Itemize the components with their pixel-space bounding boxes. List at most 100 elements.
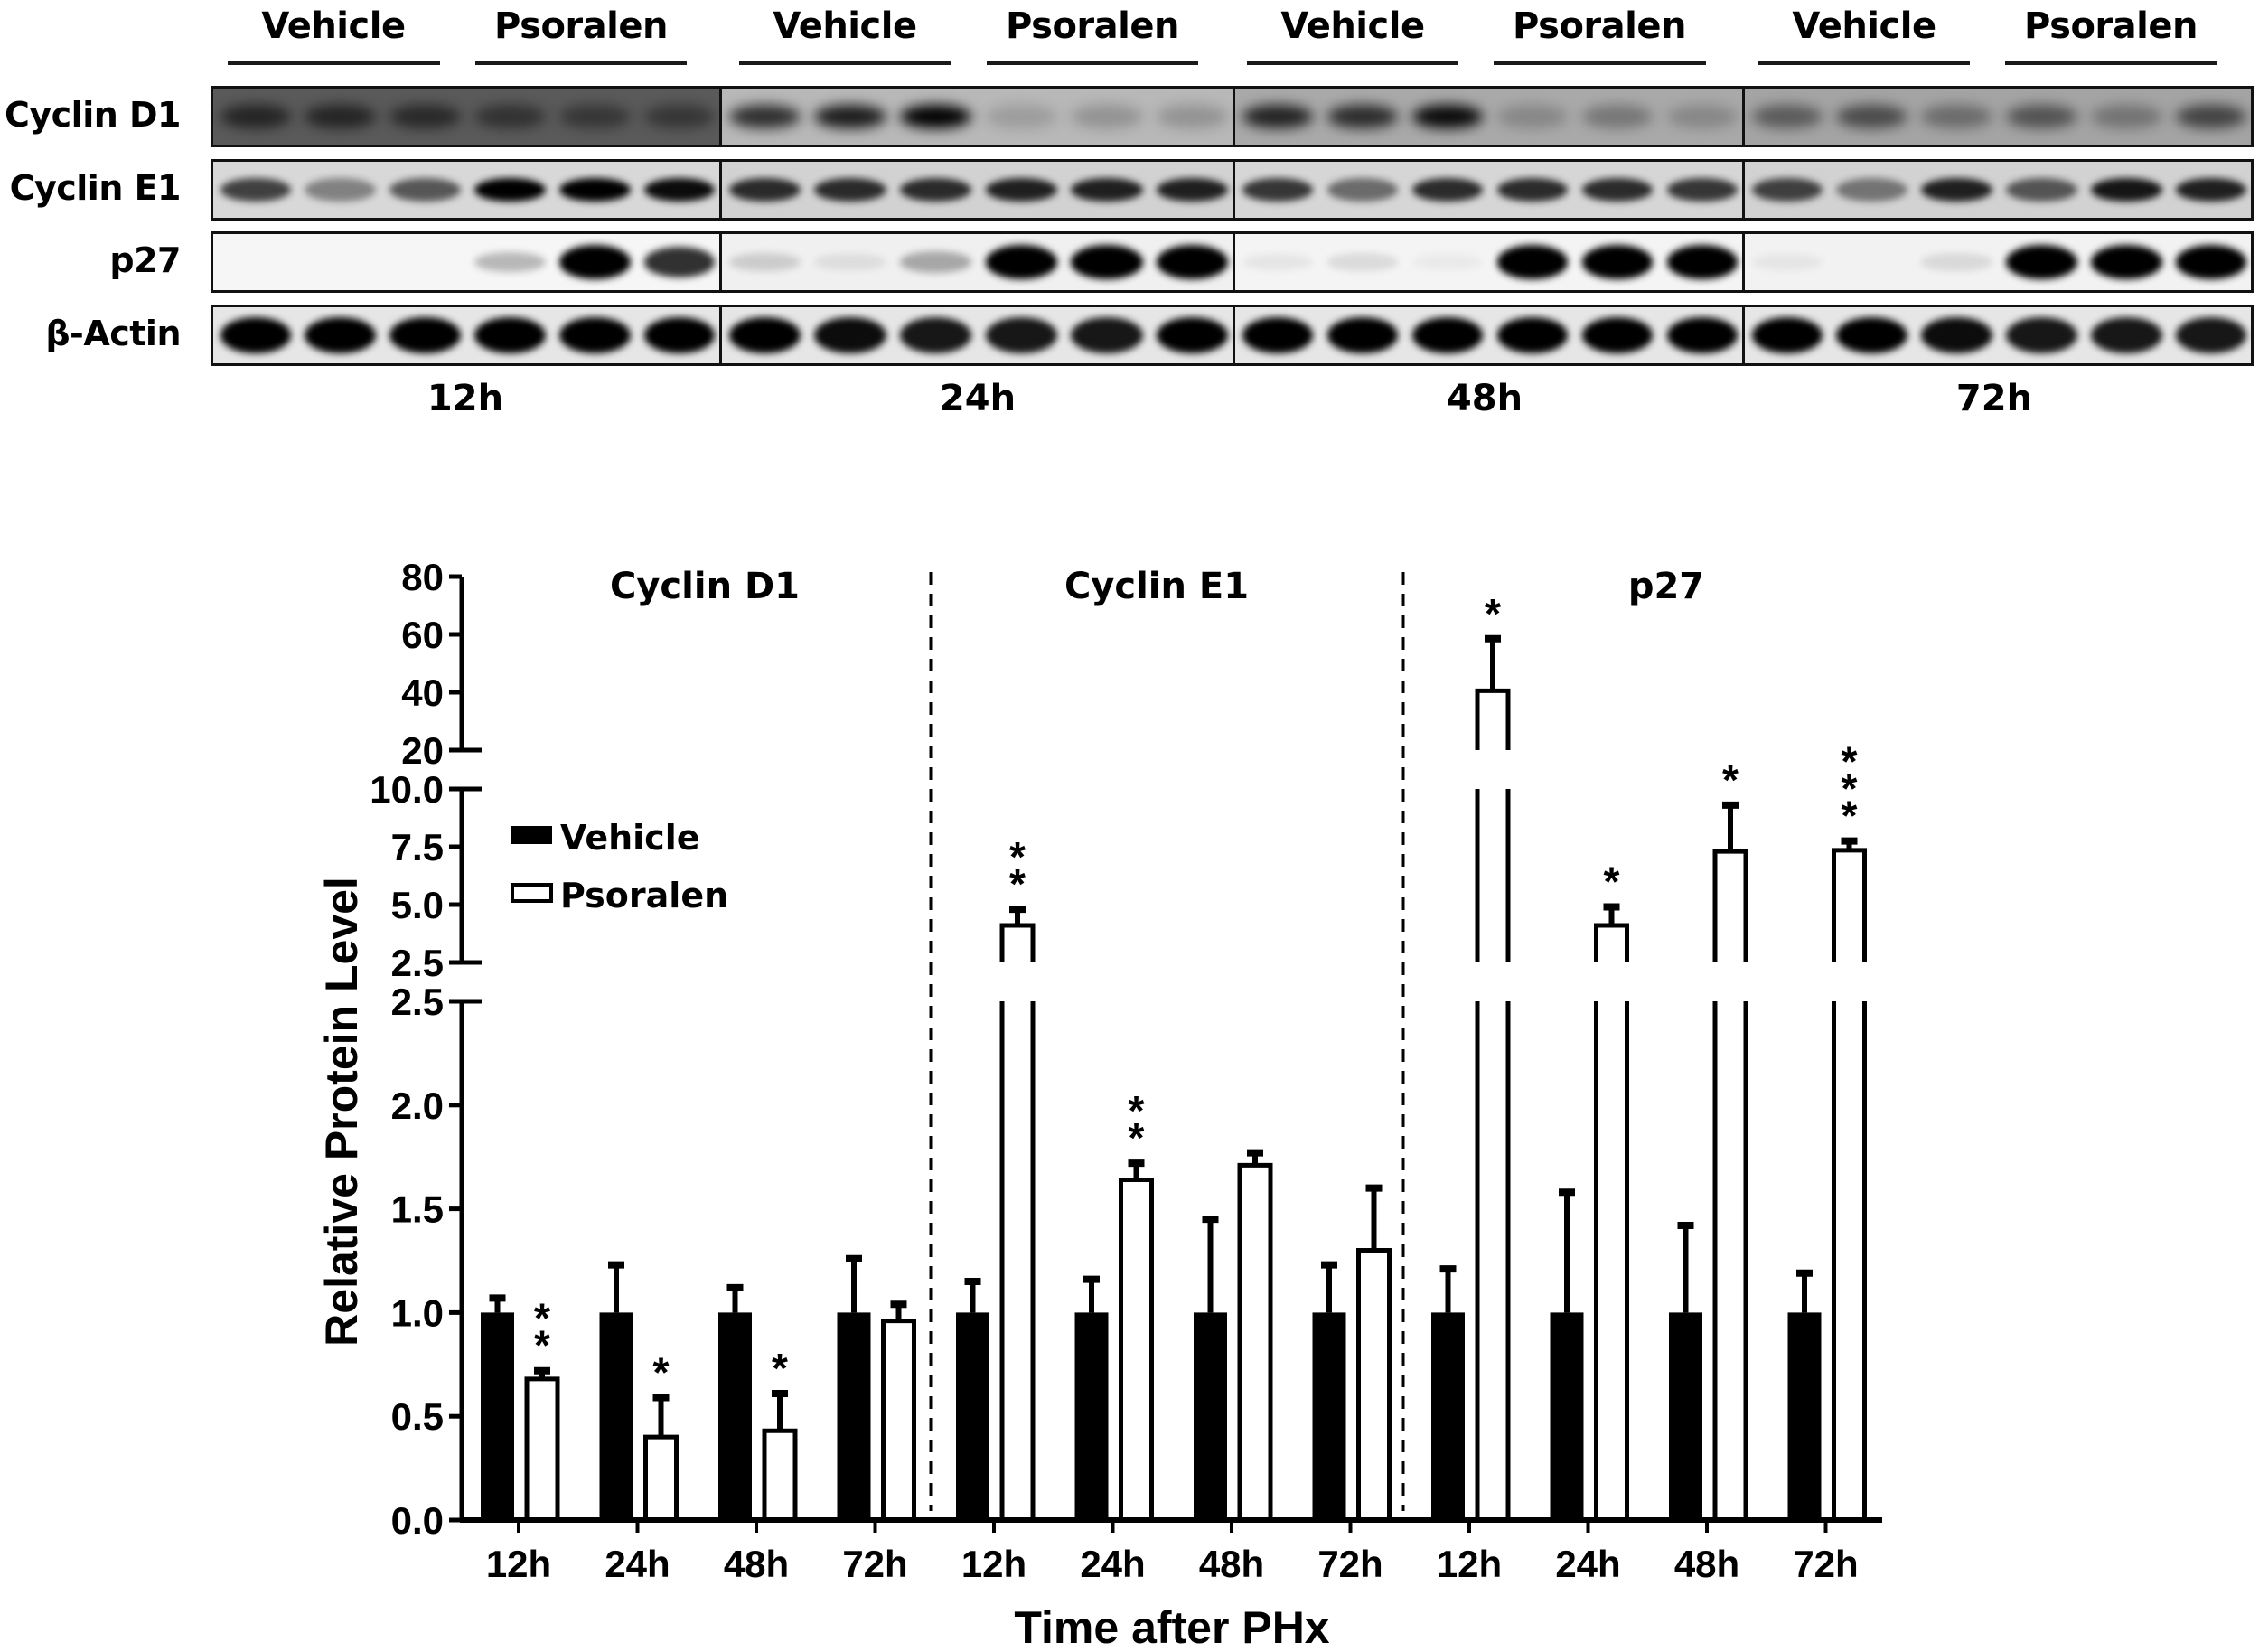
significance-marker: * xyxy=(772,1345,788,1392)
group-underline xyxy=(475,61,687,65)
significance-marker: * xyxy=(1009,860,1026,907)
protein-band xyxy=(1751,178,1823,202)
protein-band xyxy=(1071,178,1143,202)
significance-marker: * xyxy=(1722,756,1739,803)
protein-band xyxy=(305,317,377,353)
bar-vehicle xyxy=(481,1312,514,1520)
panel-title: Cyclin E1 xyxy=(1064,566,1249,607)
protein-band xyxy=(814,178,886,202)
protein-band xyxy=(1836,317,1908,353)
significance-marker: * xyxy=(1842,738,1858,785)
bar-vehicle xyxy=(718,1312,752,1520)
y-tick-label: 2.0 xyxy=(391,1084,444,1127)
blot-panel xyxy=(1233,86,1745,147)
bar-vehicle xyxy=(1550,1312,1584,1520)
protein-band xyxy=(2006,178,2077,202)
bar-psoralen: * xyxy=(643,1349,679,1520)
protein-band xyxy=(899,105,972,128)
row-label-cyclin-d1: Cyclin D1 xyxy=(5,95,182,135)
x-tick-label: 12h xyxy=(486,1543,551,1585)
blot-panel xyxy=(211,159,722,221)
x-tick-label: 72h xyxy=(1317,1543,1383,1585)
protein-band xyxy=(1581,105,1654,128)
protein-band xyxy=(1326,178,1399,202)
protein-band xyxy=(220,178,292,202)
significance-marker: * xyxy=(1009,833,1026,880)
western-blot-figure: Vehicle Psoralen Vehicle Psoralen Vehicle Pso… xyxy=(0,0,2259,434)
y-tick-label: 60 xyxy=(401,614,444,656)
blot-panel xyxy=(1742,231,2254,293)
protein-band xyxy=(728,317,801,353)
protein-band xyxy=(2006,317,2077,353)
protein-band xyxy=(1496,105,1569,128)
protein-band xyxy=(1666,105,1739,128)
protein-band xyxy=(220,105,292,128)
blot-row xyxy=(211,305,2254,366)
x-tick-label: 48h xyxy=(1199,1543,1264,1585)
group-label-psoralen: Psoralen xyxy=(1513,5,1686,47)
protein-band xyxy=(474,105,546,128)
protein-band xyxy=(1242,178,1314,202)
protein-band xyxy=(1326,105,1399,128)
protein-band xyxy=(814,317,886,353)
bar-vehicle xyxy=(1431,1312,1465,1520)
protein-band xyxy=(1156,317,1229,353)
protein-band xyxy=(728,178,801,202)
protein-band xyxy=(2090,178,2162,202)
legend-swatch-vehicle xyxy=(511,826,552,844)
row-label-p27: p27 xyxy=(109,240,181,280)
group-underline xyxy=(2005,61,2217,65)
protein-band xyxy=(643,247,716,277)
blot-time-label: 48h xyxy=(1446,378,1523,419)
blot-panel xyxy=(719,231,1235,293)
protein-band xyxy=(2175,178,2247,202)
x-tick-label: 48h xyxy=(724,1543,789,1585)
protein-band xyxy=(1581,317,1654,353)
group-label-vehicle: Vehicle xyxy=(1792,5,1936,47)
group-underline xyxy=(1494,61,1706,65)
protein-band xyxy=(1666,245,1739,279)
bar-vehicle xyxy=(1074,1312,1109,1520)
significance-marker: * xyxy=(1842,765,1858,812)
group-label-vehicle: Vehicle xyxy=(261,5,406,47)
group-underline xyxy=(987,61,1198,65)
protein-band xyxy=(1921,178,1992,202)
protein-band xyxy=(985,245,1058,279)
y-tick-label: 10.0 xyxy=(370,768,444,811)
blot-panel xyxy=(1742,159,2254,221)
x-axis: 12h 24h 48h 72h 12h 24h 48h 72h 12h 24h 48h 72h xyxy=(460,1517,1882,1585)
x-axis-label: Time after PHx xyxy=(1014,1602,1329,1652)
protein-band xyxy=(305,105,377,128)
protein-band xyxy=(728,105,801,128)
bar-vehicle xyxy=(1312,1312,1346,1520)
protein-band xyxy=(474,251,546,273)
x-tick-label: 24h xyxy=(1555,1543,1620,1585)
blot-panel xyxy=(719,159,1235,221)
protein-band xyxy=(814,105,886,128)
protein-band xyxy=(1156,105,1229,128)
y-tick-label: 0.0 xyxy=(391,1499,444,1542)
protein-band xyxy=(1496,317,1569,353)
protein-band xyxy=(899,251,972,273)
protein-band xyxy=(1326,317,1399,353)
significance-marker: * xyxy=(1842,793,1858,840)
blot-panel xyxy=(211,231,722,293)
row-label--actin: β-Actin xyxy=(45,314,181,353)
blot-panel xyxy=(211,305,722,366)
group-label-psoralen: Psoralen xyxy=(1006,5,1179,47)
protein-band xyxy=(985,178,1058,202)
protein-band xyxy=(643,317,716,353)
protein-band xyxy=(558,317,631,353)
y-tick-label: 7.5 xyxy=(391,826,444,868)
legend: Vehicle Psoralen xyxy=(511,818,728,915)
significance-marker: * xyxy=(534,1322,550,1369)
protein-band xyxy=(2175,317,2247,353)
protein-band xyxy=(558,245,631,279)
group-underline xyxy=(739,61,951,65)
blot-row xyxy=(211,86,2254,147)
protein-band xyxy=(474,178,546,202)
protein-band xyxy=(728,252,801,272)
protein-band xyxy=(1751,105,1823,128)
protein-band xyxy=(1242,253,1314,271)
